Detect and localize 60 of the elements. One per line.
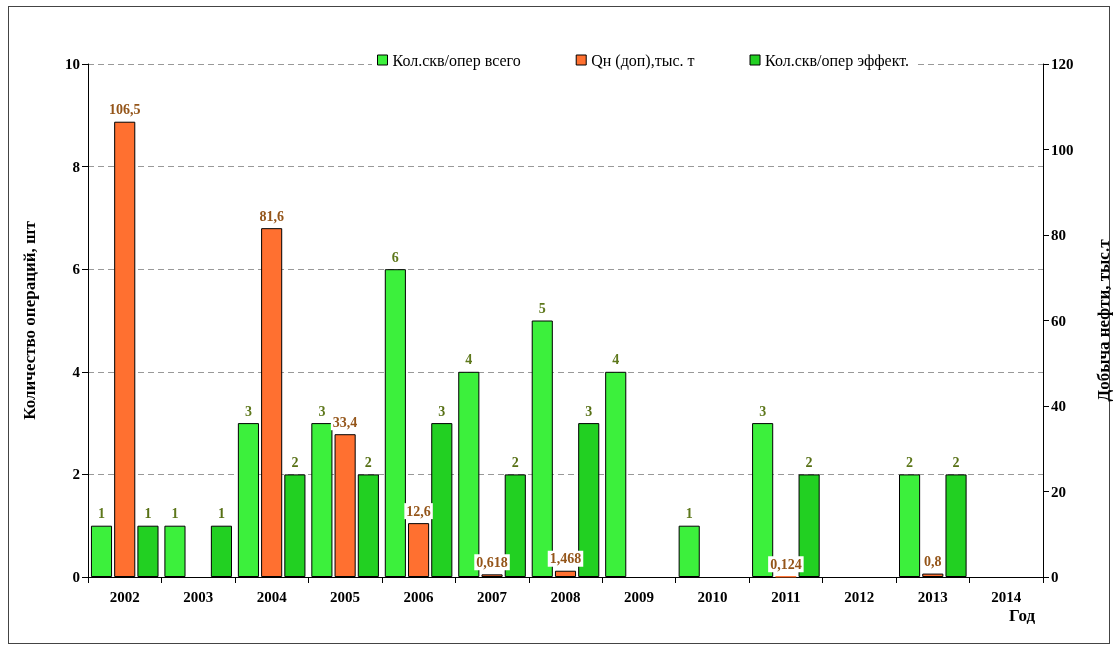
x-tick-label: 2012	[844, 588, 875, 605]
y2-tick-label: 100	[1051, 141, 1074, 158]
data-label: 3	[585, 403, 593, 419]
data-label: 0,124	[770, 556, 802, 572]
y-tick-label: 0	[72, 569, 80, 585]
y2-tick-label: 120	[1051, 56, 1074, 72]
x-tick-label: 2013	[917, 588, 948, 605]
legend-label: Кол.скв/опер всего	[392, 51, 521, 70]
data-label: 1	[144, 506, 152, 522]
data-label: 81,6	[259, 208, 284, 224]
y2-tick-label: 20	[1051, 483, 1066, 500]
data-label: 4	[612, 352, 620, 368]
data-label: 1	[171, 506, 179, 522]
x-tick-label: 2006	[403, 588, 435, 605]
data-label: 2	[805, 454, 813, 470]
x-tick-label: 2004	[256, 588, 288, 605]
data-label: 3	[244, 403, 252, 419]
data-label: 2	[952, 454, 960, 470]
data-label: 1	[685, 506, 693, 522]
y-tick-label: 4	[72, 363, 81, 380]
y2-tick-label: 60	[1051, 312, 1066, 329]
data-label: 2	[291, 454, 299, 470]
data-label: 0,8	[924, 554, 942, 570]
data-label: 33,4	[332, 414, 358, 430]
data-label: 2	[906, 454, 914, 470]
x-tick-label: 2005	[330, 588, 361, 605]
y-tick-label: 8	[72, 158, 80, 175]
y2-tick-label: 80	[1051, 227, 1066, 243]
data-label: 6	[391, 249, 399, 265]
data-label: 1	[217, 506, 225, 522]
data-label: 12,6	[406, 503, 431, 519]
legend-label: Qн (доп),тыс. т	[591, 51, 695, 70]
x-axis-title: Год	[1009, 606, 1036, 625]
data-label: 4	[465, 352, 473, 368]
data-label: 5	[538, 301, 546, 316]
y-axis-title: Количество операций, шт	[20, 220, 39, 420]
data-label: 1	[98, 506, 105, 522]
data-label: 3	[759, 403, 767, 419]
x-tick-label: 2009	[623, 588, 654, 605]
data-label: 106,5	[108, 102, 141, 118]
y2-axis-title: Добыча нефти, тыс.т	[1094, 238, 1113, 402]
x-tick-label: 2011	[771, 588, 801, 605]
y2-tick-label: 40	[1051, 398, 1066, 414]
x-tick-label: 2008	[550, 588, 581, 605]
x-tick-label: 2010	[697, 588, 728, 605]
data-label: 2	[364, 454, 372, 470]
data-label: 2	[511, 454, 519, 470]
y-tick-label: 10	[65, 56, 80, 72]
x-tick-label: 2002	[109, 588, 140, 605]
x-tick-label: 2014	[991, 588, 1022, 605]
legend-label: Кол.скв/опер эффект.	[765, 51, 910, 70]
x-tick-label: 2007	[477, 588, 508, 605]
data-label: 1,468	[549, 551, 582, 567]
data-label: 3	[318, 403, 326, 419]
data-label: 3	[438, 403, 446, 419]
x-tick-label: 2003	[183, 588, 214, 605]
y-tick-label: 6	[72, 261, 81, 278]
data-label: 0,618	[476, 554, 508, 570]
y2-tick-label: 0	[1051, 569, 1059, 585]
y-tick-label: 2	[72, 466, 80, 483]
